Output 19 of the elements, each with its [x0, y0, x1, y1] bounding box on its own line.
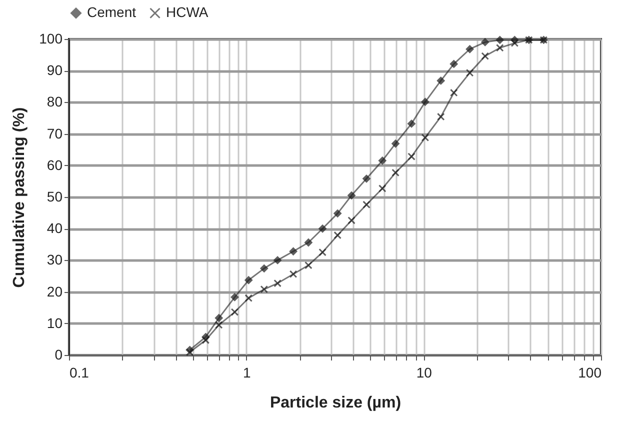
y-tick-label: 60: [46, 156, 63, 173]
legend-label: Cement: [87, 4, 136, 20]
x-axis-title: Particle size (µm): [270, 394, 402, 412]
y-tick-label: 70: [46, 125, 63, 142]
x-tick-label: 1: [242, 364, 251, 380]
y-tick-label: 40: [46, 220, 63, 236]
y-tick-label: 20: [46, 283, 63, 300]
y-tick-label: 80: [46, 94, 63, 110]
y-tick-label: 30: [46, 252, 63, 268]
y-axis-title: Cumulative passing (%): [11, 107, 28, 288]
legend-label: HCWA: [166, 4, 209, 20]
y-tick-label: 0: [54, 346, 63, 362]
y-tick-label: 100: [39, 30, 63, 46]
x-tick-label: 0.1: [70, 364, 90, 380]
y-tick-label: 90: [46, 62, 63, 78]
x-tick-label: 10: [416, 364, 432, 380]
y-tick-label: 50: [46, 188, 63, 204]
y-tick-label: 10: [46, 314, 63, 331]
x-tick-label: 100: [578, 364, 602, 380]
